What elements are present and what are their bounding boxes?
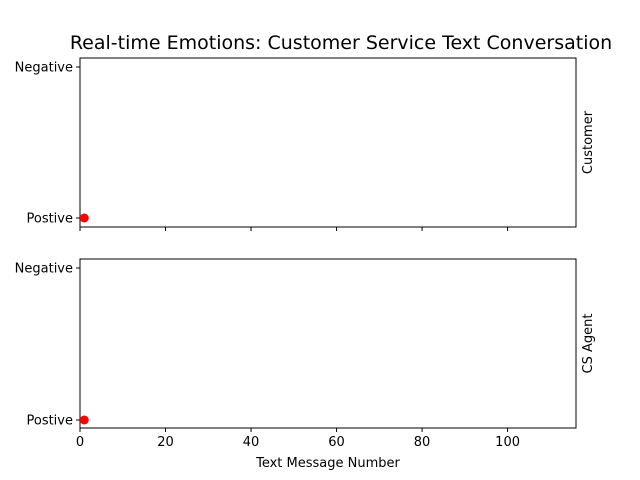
panel-2-data-point	[79, 415, 89, 425]
x-axis-label: Text Message Number	[255, 456, 400, 471]
panel-2-x-tick-label: 20	[157, 435, 174, 450]
panel-2-y-tick-label: Negative	[15, 262, 73, 277]
panel-2-x-tick-label: 80	[414, 435, 431, 450]
panel-2-y-tick-label: Postive	[26, 414, 73, 429]
panel-2-x-tick-label: 100	[495, 435, 520, 450]
panel-2-x-tick-label: 60	[328, 435, 345, 450]
panel-2-x-tick-label: 40	[243, 435, 260, 450]
panel-1-y-tick-label: Negative	[15, 61, 73, 76]
chart-title: Real-time Emotions: Customer Service Tex…	[70, 32, 612, 54]
panel-1-frame	[79, 57, 577, 228]
panel-2-x-tick-label: 0	[76, 435, 84, 450]
panel-2-frame	[79, 258, 577, 429]
panel-1-side-label: Customer	[581, 110, 596, 174]
panel-2-side-label: CS Agent	[581, 314, 596, 374]
panel-1-data-point	[79, 213, 89, 223]
panel-1-y-tick-label: Postive	[26, 212, 73, 227]
